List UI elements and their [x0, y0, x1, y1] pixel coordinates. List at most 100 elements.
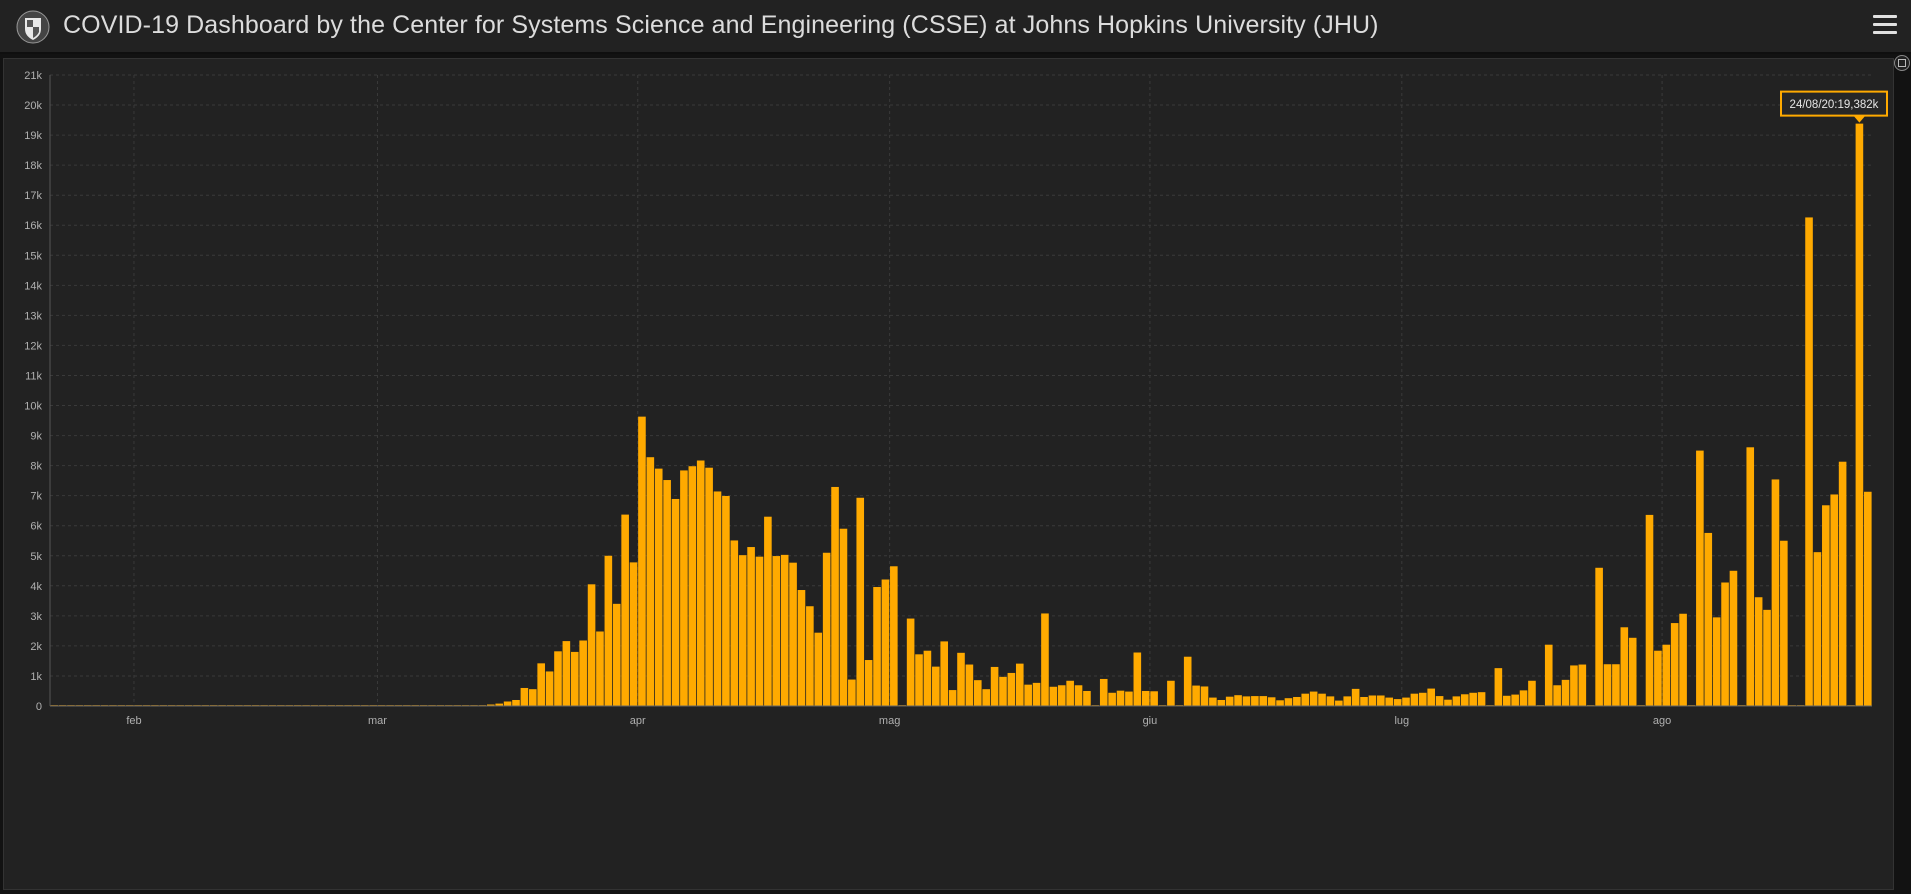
- bar[interactable]: [671, 498, 680, 706]
- bar[interactable]: [780, 554, 789, 706]
- bar[interactable]: [1116, 690, 1125, 706]
- bar[interactable]: [848, 679, 856, 706]
- bar[interactable]: [881, 579, 890, 706]
- bar[interactable]: [1746, 447, 1755, 706]
- bar[interactable]: [1402, 697, 1410, 706]
- bar[interactable]: [864, 660, 873, 706]
- bar[interactable]: [528, 689, 537, 706]
- bar[interactable]: [1301, 693, 1310, 706]
- bar[interactable]: [1670, 623, 1679, 706]
- bar[interactable]: [1553, 685, 1561, 706]
- bar[interactable]: [1494, 668, 1503, 706]
- bar[interactable]: [612, 603, 621, 706]
- bar[interactable]: [1771, 479, 1780, 706]
- bar[interactable]: [1099, 678, 1108, 706]
- bar[interactable]: [873, 587, 881, 706]
- bar[interactable]: [990, 666, 999, 706]
- bar[interactable]: [1561, 679, 1570, 706]
- bar[interactable]: [1864, 491, 1872, 706]
- bar[interactable]: [1015, 663, 1024, 706]
- bar[interactable]: [1502, 695, 1511, 706]
- bar[interactable]: [789, 562, 797, 706]
- bar[interactable]: [629, 562, 638, 706]
- bar[interactable]: [1108, 692, 1116, 706]
- bar[interactable]: [1830, 494, 1839, 706]
- bar[interactable]: [738, 555, 747, 706]
- bar[interactable]: [1343, 696, 1352, 706]
- bar[interactable]: [1209, 697, 1217, 706]
- bar[interactable]: [957, 652, 965, 706]
- bar[interactable]: [1578, 664, 1587, 706]
- bar[interactable]: [1251, 696, 1259, 706]
- bar[interactable]: [1679, 613, 1687, 706]
- bar[interactable]: [1511, 694, 1519, 706]
- bar[interactable]: [1393, 699, 1402, 706]
- bar[interactable]: [1780, 540, 1788, 706]
- bar[interactable]: [1267, 697, 1276, 706]
- bar[interactable]: [638, 416, 646, 706]
- bar[interactable]: [487, 704, 495, 706]
- bar[interactable]: [1200, 686, 1209, 706]
- bar[interactable]: [562, 641, 571, 706]
- bar[interactable]: [1083, 690, 1091, 706]
- bar[interactable]: [1645, 514, 1654, 706]
- bar[interactable]: [545, 671, 554, 706]
- bar[interactable]: [1570, 665, 1578, 706]
- bar[interactable]: [1192, 685, 1200, 706]
- bar[interactable]: [923, 650, 932, 706]
- bar[interactable]: [1838, 461, 1847, 706]
- bar[interactable]: [1628, 637, 1637, 706]
- bar[interactable]: [680, 470, 688, 706]
- bar[interactable]: [1183, 656, 1192, 706]
- bar[interactable]: [722, 495, 730, 706]
- bar[interactable]: [1519, 690, 1528, 706]
- bar[interactable]: [1813, 552, 1822, 706]
- bar[interactable]: [1150, 691, 1158, 706]
- bar[interactable]: [554, 651, 562, 706]
- bar[interactable]: [831, 486, 839, 706]
- bar[interactable]: [1057, 685, 1066, 706]
- bar[interactable]: [587, 584, 596, 706]
- bar[interactable]: [797, 590, 806, 706]
- bar[interactable]: [940, 641, 949, 706]
- bar[interactable]: [1805, 217, 1813, 706]
- bar[interactable]: [1595, 567, 1603, 706]
- bar[interactable]: [1032, 682, 1041, 706]
- bar[interactable]: [1360, 696, 1368, 706]
- bar[interactable]: [654, 468, 663, 706]
- bar[interactable]: [915, 654, 923, 706]
- bar[interactable]: [570, 651, 579, 706]
- bar[interactable]: [906, 618, 915, 706]
- bar[interactable]: [1469, 692, 1477, 706]
- bar[interactable]: [1822, 505, 1830, 706]
- bar[interactable]: [1418, 692, 1427, 706]
- bar[interactable]: [1620, 627, 1629, 706]
- bar[interactable]: [1712, 617, 1721, 706]
- bar[interactable]: [1528, 680, 1536, 706]
- bar[interactable]: [965, 664, 974, 706]
- bar[interactable]: [1242, 696, 1251, 706]
- bar[interactable]: [1335, 700, 1343, 706]
- bar[interactable]: [982, 689, 990, 706]
- bar[interactable]: [1125, 691, 1133, 706]
- bar[interactable]: [688, 466, 697, 706]
- bar[interactable]: [772, 556, 781, 706]
- bar[interactable]: [999, 676, 1007, 706]
- bar[interactable]: [1477, 692, 1486, 706]
- bar[interactable]: [604, 555, 613, 706]
- bar[interactable]: [495, 703, 504, 706]
- bar[interactable]: [705, 467, 713, 706]
- bar[interactable]: [1444, 699, 1452, 706]
- bar[interactable]: [696, 460, 705, 706]
- bar[interactable]: [948, 690, 957, 706]
- bar[interactable]: [1460, 694, 1469, 706]
- bar[interactable]: [1259, 696, 1268, 706]
- bar[interactable]: [1309, 691, 1318, 706]
- bar[interactable]: [1754, 597, 1763, 706]
- bar[interactable]: [1024, 684, 1032, 706]
- bar[interactable]: [1385, 697, 1394, 706]
- bar[interactable]: [1696, 450, 1704, 706]
- bar[interactable]: [1049, 686, 1058, 706]
- bar[interactable]: [1368, 695, 1377, 706]
- bar[interactable]: [1410, 693, 1419, 706]
